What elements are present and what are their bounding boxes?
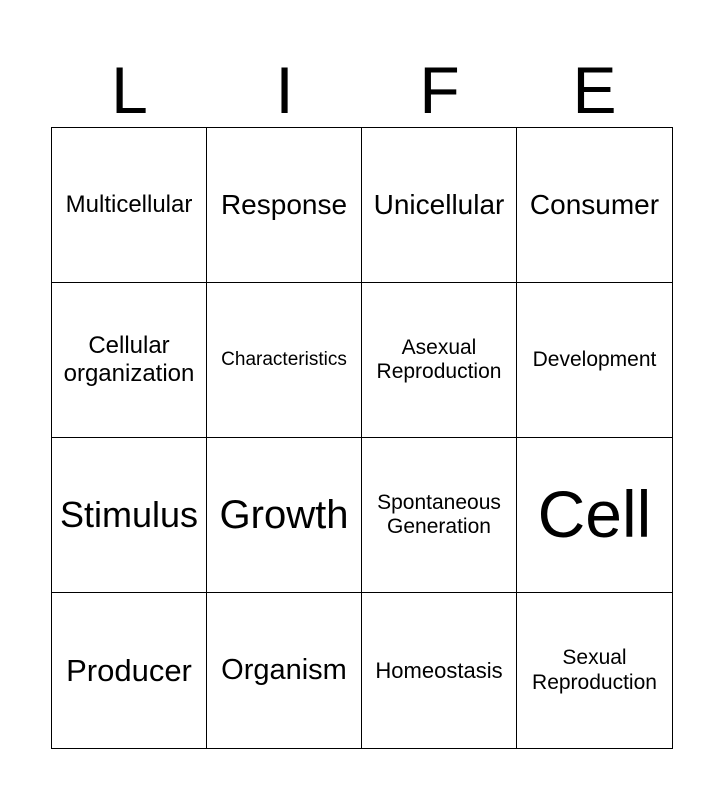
- bingo-cell: Characteristics: [207, 283, 362, 438]
- bingo-cell: Growth: [207, 438, 362, 593]
- bingo-cell: Unicellular: [362, 128, 517, 283]
- bingo-cell: Producer: [52, 593, 207, 748]
- header-letter-f: F: [419, 53, 460, 127]
- bingo-cell: Consumer: [517, 128, 672, 283]
- bingo-cell: Stimulus: [52, 438, 207, 593]
- bingo-cell: Organism: [207, 593, 362, 748]
- bingo-cell: Cellular organization: [52, 283, 207, 438]
- header-letter-i: I: [275, 53, 294, 127]
- bingo-cell: Multicellular: [52, 128, 207, 283]
- bingo-board: Multicellular Response Unicellular Consu…: [51, 127, 673, 749]
- header-letter-e: E: [572, 53, 617, 127]
- header-letter-l: L: [111, 53, 148, 127]
- bingo-cell: Spontaneous Generation: [362, 438, 517, 593]
- bingo-cell: Cell: [517, 438, 672, 593]
- bingo-cell: Asexual Reproduction: [362, 283, 517, 438]
- bingo-cell: Response: [207, 128, 362, 283]
- bingo-cell: Development: [517, 283, 672, 438]
- bingo-cell: Sexual Reproduction: [532, 646, 657, 694]
- bingo-header: L I F E: [52, 52, 672, 128]
- bingo-cell: Homeostasis: [362, 593, 517, 748]
